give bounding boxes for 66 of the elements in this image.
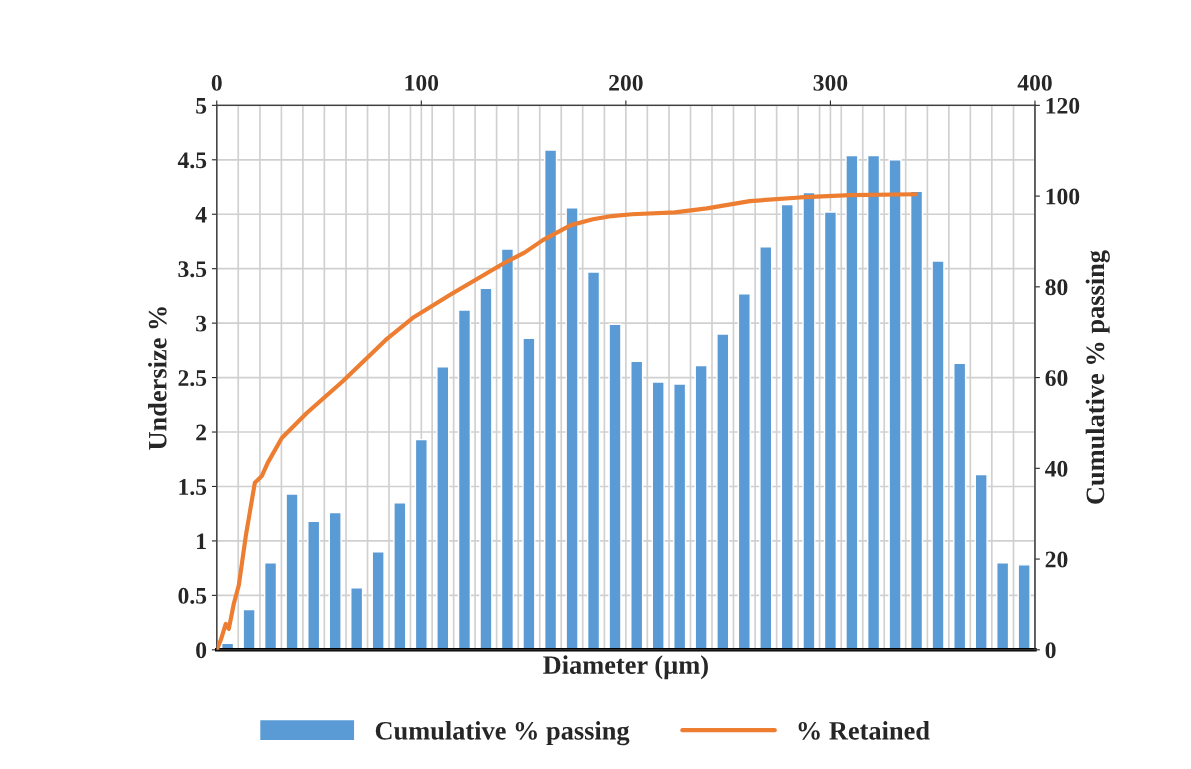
x-tick-label: 300 xyxy=(813,74,848,91)
y2-tick-label: 0 xyxy=(1045,642,1056,659)
bar xyxy=(651,381,665,650)
bar xyxy=(242,608,256,650)
y-tick-label: 2 xyxy=(196,424,207,441)
bar xyxy=(479,287,493,650)
line-series xyxy=(216,192,919,650)
bar xyxy=(630,360,644,650)
y2-tick-label: 80 xyxy=(1045,279,1068,296)
x-tick-label: 200 xyxy=(609,74,643,91)
bar xyxy=(909,190,924,650)
bar xyxy=(866,154,881,650)
bar xyxy=(608,323,622,650)
bar xyxy=(371,551,385,650)
bar xyxy=(888,159,902,650)
y-tick-label: 0 xyxy=(196,642,207,659)
bar xyxy=(845,154,859,650)
bar xyxy=(996,561,1010,650)
y-tick-label: 4 xyxy=(195,206,207,223)
bar xyxy=(737,293,751,650)
legend-label: % Retained xyxy=(798,721,930,740)
x-axis-title: Diameter (µm) xyxy=(543,655,708,680)
bar xyxy=(823,211,838,650)
bar xyxy=(285,493,299,650)
x-tick-label: 100 xyxy=(405,74,439,91)
y-tick-label: 4.5 xyxy=(177,152,207,169)
bar xyxy=(716,333,730,650)
y-tick-label: 3.5 xyxy=(178,261,207,278)
bar xyxy=(328,511,342,650)
bar xyxy=(565,207,579,650)
bar xyxy=(307,520,321,650)
bar xyxy=(586,271,601,650)
y-tick-label: 1 xyxy=(197,533,206,550)
bar xyxy=(414,438,428,650)
y2-axis-title: Cumulative % passing xyxy=(1085,250,1110,504)
y-axis-title: Undersize % xyxy=(148,307,167,450)
legend-label: Cumulative % passing xyxy=(375,721,630,746)
bar xyxy=(953,362,967,650)
y2-tick-label: 60 xyxy=(1045,370,1068,386)
x-tick-label: 400 xyxy=(1017,74,1052,91)
bar xyxy=(931,260,945,650)
bar xyxy=(393,502,407,650)
y2-tick-label: 40 xyxy=(1045,460,1068,477)
bar xyxy=(694,364,708,650)
bar xyxy=(1017,564,1031,650)
x-tick-label: 0 xyxy=(211,74,222,91)
bar xyxy=(802,191,816,650)
y-tick-label: 0.5 xyxy=(178,587,207,604)
y2-tick-label: 20 xyxy=(1045,551,1068,568)
bar xyxy=(436,365,450,650)
y-tick-label: 2.5 xyxy=(178,370,207,387)
bar xyxy=(522,337,536,650)
bar xyxy=(780,203,794,650)
bar xyxy=(543,149,558,650)
y-tick-label: 5 xyxy=(196,98,207,114)
bar xyxy=(263,561,278,650)
y-tick-label: 1.5 xyxy=(179,479,207,495)
bar xyxy=(974,473,988,650)
bar xyxy=(350,587,364,650)
y2-tick-label: 100 xyxy=(1046,188,1080,205)
bar xyxy=(457,309,472,650)
bar xyxy=(673,383,687,650)
y2-tick-label: 120 xyxy=(1046,97,1080,114)
bar xyxy=(500,248,515,650)
y-tick-label: 3 xyxy=(196,315,207,332)
bar xyxy=(759,246,773,650)
